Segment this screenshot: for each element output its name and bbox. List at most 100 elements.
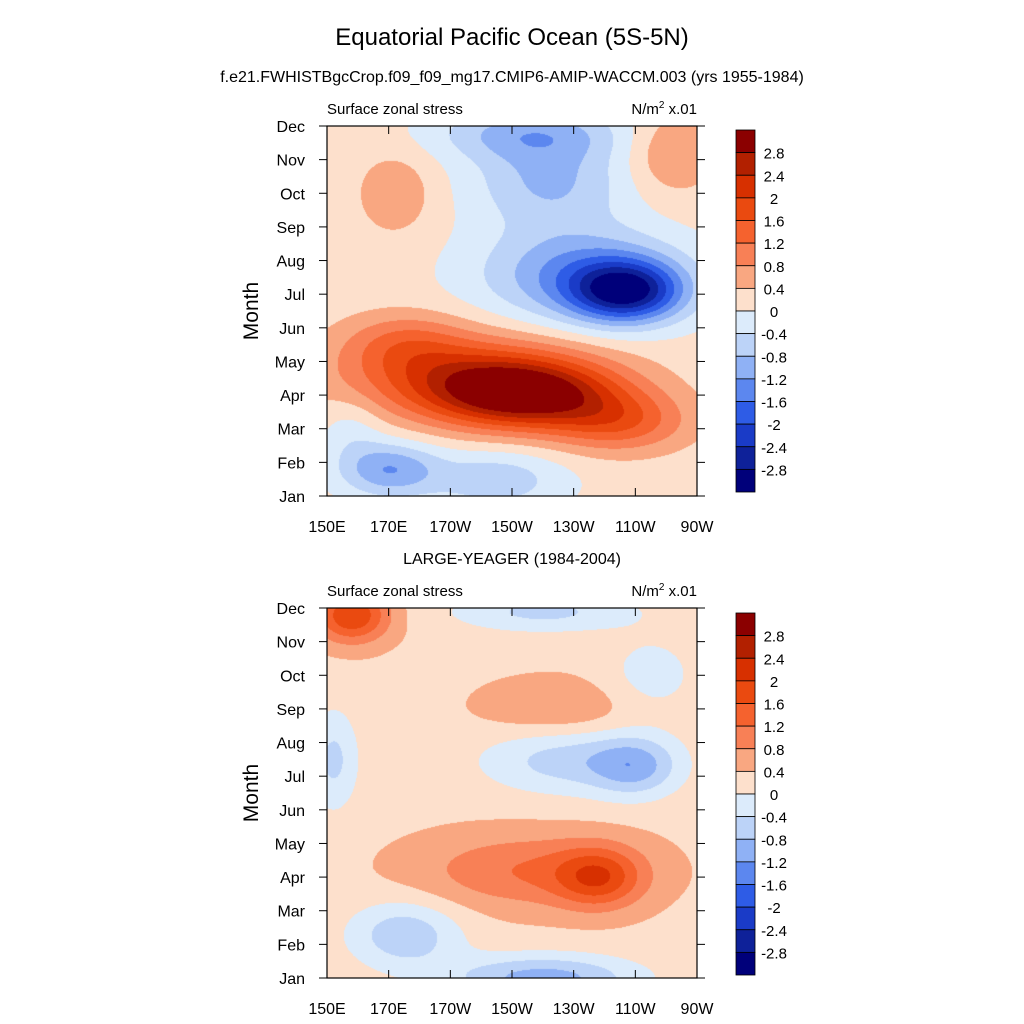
- colorbar-swatch: [735, 287, 756, 312]
- y-tick-label: Feb: [277, 455, 305, 472]
- colorbar-swatch: [735, 197, 756, 221]
- colorbar-label: 2.8: [764, 146, 785, 163]
- panel-top: Surface zonal stress N/m2 x.01 150E 170E 170…: [240, 100, 787, 536]
- colorbar-swatch: [735, 635, 756, 659]
- colorbar-label: 2: [770, 674, 778, 691]
- colorbar-swatch: [735, 770, 756, 795]
- y-tick-label: Feb: [277, 937, 305, 954]
- figure-title: Equatorial Pacific Ocean (5S-5N): [335, 24, 688, 51]
- colorbar-swatch: [735, 725, 756, 750]
- y-tick-label: Oct: [280, 668, 305, 685]
- colorbar-label: 2.4: [764, 651, 785, 668]
- colorbar-swatch: [735, 838, 756, 863]
- y-tick-label: Jul: [285, 287, 305, 304]
- colorbar-label: 2: [770, 191, 778, 208]
- colorbar-label: -0.8: [761, 349, 787, 366]
- x-tick-label: 130W: [553, 1001, 596, 1018]
- colorbar-swatch: [735, 310, 756, 335]
- colorbar-label: -2: [767, 417, 780, 434]
- y-tick-label: Jul: [285, 769, 305, 786]
- colorbar-label: 1.2: [764, 236, 785, 253]
- y-tick-label: Apr: [280, 388, 306, 405]
- x-tick-label: 150W: [491, 1001, 534, 1018]
- x-tick-label: 90W: [681, 1001, 715, 1018]
- colorbar-label: -1.2: [761, 372, 787, 389]
- colorbar-swatch: [735, 906, 756, 931]
- colorbar-swatch: [735, 423, 756, 448]
- colorbar-label: 2.4: [764, 168, 785, 185]
- colorbar-swatch: [735, 152, 756, 176]
- panel-bottom: LARGE-YEAGER (1984-2004) Surface zonal st…: [240, 551, 787, 1018]
- colorbar-swatch: [735, 612, 756, 637]
- colorbar-label: 0.8: [764, 259, 785, 276]
- colorbar-label: -1.2: [761, 855, 787, 872]
- colorbar-swatch: [735, 657, 756, 682]
- colorbar-label: -0.8: [761, 832, 787, 849]
- y-tick-label: Mar: [277, 422, 305, 439]
- y-tick-label: May: [275, 836, 305, 853]
- y-tick-label: Nov: [277, 153, 305, 170]
- variable-label: Surface zonal stress: [327, 583, 463, 600]
- colorbar-label: 2.8: [764, 629, 785, 646]
- colorbar-label: -2: [767, 900, 780, 917]
- heatmap-field: [327, 126, 697, 496]
- colorbar-label: 1.6: [764, 214, 785, 231]
- y-tick-label: Oct: [280, 186, 305, 203]
- colorbar-label: 1.6: [764, 697, 785, 714]
- y-tick-label: Dec: [277, 601, 305, 618]
- y-tick-label: Apr: [280, 870, 306, 887]
- figure-subtitle: f.e21.FWHISTBgcCrop.f09_f09_mg17.CMIP6-A…: [220, 69, 804, 86]
- colorbar-swatch: [735, 468, 756, 493]
- x-tick-label: 130W: [553, 519, 596, 536]
- colorbar-label: 0.4: [764, 764, 785, 781]
- x-tick-label: 110W: [615, 1001, 657, 1018]
- colorbar-swatch: [735, 884, 756, 908]
- colorbar-label: -2.8: [761, 945, 787, 962]
- x-tick-label: 170W: [429, 519, 472, 536]
- colorbar-label: -1.6: [761, 878, 787, 895]
- colorbar-swatch: [735, 265, 756, 289]
- colorbar-swatch: [735, 680, 756, 704]
- colorbar-swatch: [735, 793, 756, 818]
- y-tick-label: Dec: [277, 119, 305, 136]
- colorbar-swatch: [735, 748, 756, 772]
- colorbar-swatch: [735, 129, 756, 154]
- y-tick-label: Jun: [279, 321, 305, 338]
- y-tick-label: Nov: [277, 635, 305, 652]
- colorbar-label: -2.8: [761, 462, 787, 479]
- x-tick-label: 150E: [308, 1001, 345, 1018]
- colorbar-swatch: [735, 446, 756, 470]
- colorbar-swatch: [735, 929, 756, 953]
- y-tick-label: Sep: [277, 220, 306, 237]
- colorbar-swatch: [735, 861, 756, 885]
- colorbar-label: -0.4: [761, 810, 787, 827]
- colorbar-swatch: [735, 951, 756, 976]
- x-tick-label: 110W: [615, 519, 657, 536]
- colorbar-swatch: [735, 242, 756, 267]
- colorbar-label: -1.6: [761, 395, 787, 412]
- colorbar-swatch: [735, 816, 756, 840]
- colorbar-label: 0: [770, 304, 778, 321]
- colorbar-swatch: [735, 355, 756, 380]
- y-axis-label: Month: [240, 282, 263, 340]
- x-tick-label: 90W: [681, 519, 715, 536]
- panel-title: LARGE-YEAGER (1984-2004): [403, 551, 621, 568]
- colorbar-swatch: [735, 703, 756, 727]
- y-tick-label: Jan: [279, 489, 305, 506]
- y-axis-label: Month: [240, 764, 263, 822]
- colorbar-swatch: [735, 378, 756, 402]
- colorbar-label: -2.4: [761, 923, 787, 940]
- colorbar-swatch: [735, 401, 756, 425]
- x-tick-label: 170W: [429, 1001, 472, 1018]
- x-tick-label: 170E: [370, 1001, 407, 1018]
- y-tick-label: Sep: [277, 702, 306, 719]
- units-label: N/m2 x.01: [631, 100, 697, 118]
- colorbar-label: -0.4: [761, 327, 787, 344]
- x-tick-label: 170E: [370, 519, 407, 536]
- y-tick-label: Aug: [277, 736, 305, 753]
- colorbar-label: -2.4: [761, 440, 787, 457]
- x-tick-label: 150W: [491, 519, 534, 536]
- heatmap-field: [327, 608, 697, 978]
- colorbar-label: 0: [770, 787, 778, 804]
